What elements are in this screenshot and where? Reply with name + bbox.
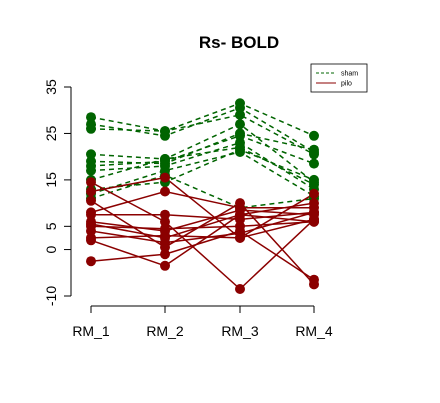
pilo-point (160, 216, 170, 227)
sham-point (86, 149, 96, 160)
sham-line-8 (90, 146, 315, 186)
pilo-line-3 (90, 200, 315, 285)
pilo-point (86, 256, 96, 267)
sham-line-10 (90, 151, 315, 197)
pilo-point (235, 226, 245, 236)
pilo-point (86, 186, 96, 197)
sham-line-2 (90, 107, 315, 153)
sham-line-1 (90, 102, 315, 137)
legend-label-pilo: pilo (341, 81, 352, 88)
sham-line-7 (90, 141, 315, 190)
sham-line-9 (90, 148, 315, 190)
pilo-point (86, 235, 96, 246)
pilo-point (309, 207, 319, 218)
sham-point (86, 123, 96, 134)
pilo-point (86, 195, 96, 206)
plot-points (86, 98, 319, 294)
pilo-point (86, 226, 96, 236)
sham-point (235, 119, 245, 130)
sham-point (309, 174, 319, 185)
y-tick-label: -10 (43, 286, 59, 306)
plot-lines (90, 102, 315, 291)
pilo-line-7 (90, 202, 315, 239)
sham-point (235, 109, 245, 120)
pilo-line-8 (90, 220, 315, 230)
pilo-line-12 (90, 230, 315, 281)
pilo-point (86, 209, 96, 220)
sham-point (235, 130, 245, 141)
sham-point (160, 126, 170, 137)
x-tick-label: RM_3 (221, 323, 259, 339)
legend-box (310, 63, 368, 93)
pilo-line-6 (90, 209, 315, 232)
axes: RM_1 RM_2 RM_3 RM_4 -10 0 5 15 25 35 (43, 79, 333, 339)
sham-point (235, 102, 245, 113)
pilo-point (160, 172, 170, 183)
pilo-point (235, 284, 245, 294)
sham-line-6 (90, 135, 315, 167)
pilo-line-5 (91, 211, 315, 221)
pilo-point (309, 198, 319, 209)
sham-point (160, 154, 170, 164)
sham-point (309, 144, 319, 155)
pilo-point (309, 216, 319, 227)
legend-label-sham: sham (341, 71, 358, 78)
pilo-line-4 (90, 190, 314, 214)
sham-point (86, 165, 96, 176)
pilo-point (160, 209, 170, 220)
sham-point (235, 147, 245, 157)
pilo-point (235, 209, 245, 220)
pilo-line-10 (90, 218, 315, 239)
sham-point (86, 112, 96, 123)
x-tick-label: RM_4 (295, 323, 333, 339)
pilo-point (160, 249, 170, 260)
x-tick-label: RM_2 (146, 323, 184, 339)
pilo-point (86, 177, 96, 188)
y-tick-label: 15 (43, 172, 59, 188)
chart-title: Rs- BOLD (199, 33, 279, 52)
legend: sham pilo (310, 63, 368, 93)
y-tick-label: 5 (43, 222, 59, 230)
pilo-point (160, 230, 170, 241)
pilo-point (309, 188, 319, 199)
y-tick-label: 0 (43, 245, 59, 253)
sham-point (309, 130, 319, 141)
sham-line-4 (90, 123, 315, 183)
y-tick-label: 25 (43, 125, 59, 141)
pilo-point (160, 237, 170, 248)
sham-line-3 (90, 114, 315, 155)
pilo-point (309, 274, 319, 285)
pilo-point (160, 186, 170, 197)
sham-point (309, 158, 319, 169)
sham-line-11 (90, 174, 315, 209)
pilo-point (160, 223, 170, 234)
y-tick-label: 35 (43, 79, 59, 95)
x-tick-label: RM_1 (72, 323, 110, 339)
pilo-line-11 (90, 213, 315, 267)
pilo-point (235, 232, 245, 243)
sham-line-5 (90, 132, 315, 165)
pilo-point (160, 260, 170, 271)
